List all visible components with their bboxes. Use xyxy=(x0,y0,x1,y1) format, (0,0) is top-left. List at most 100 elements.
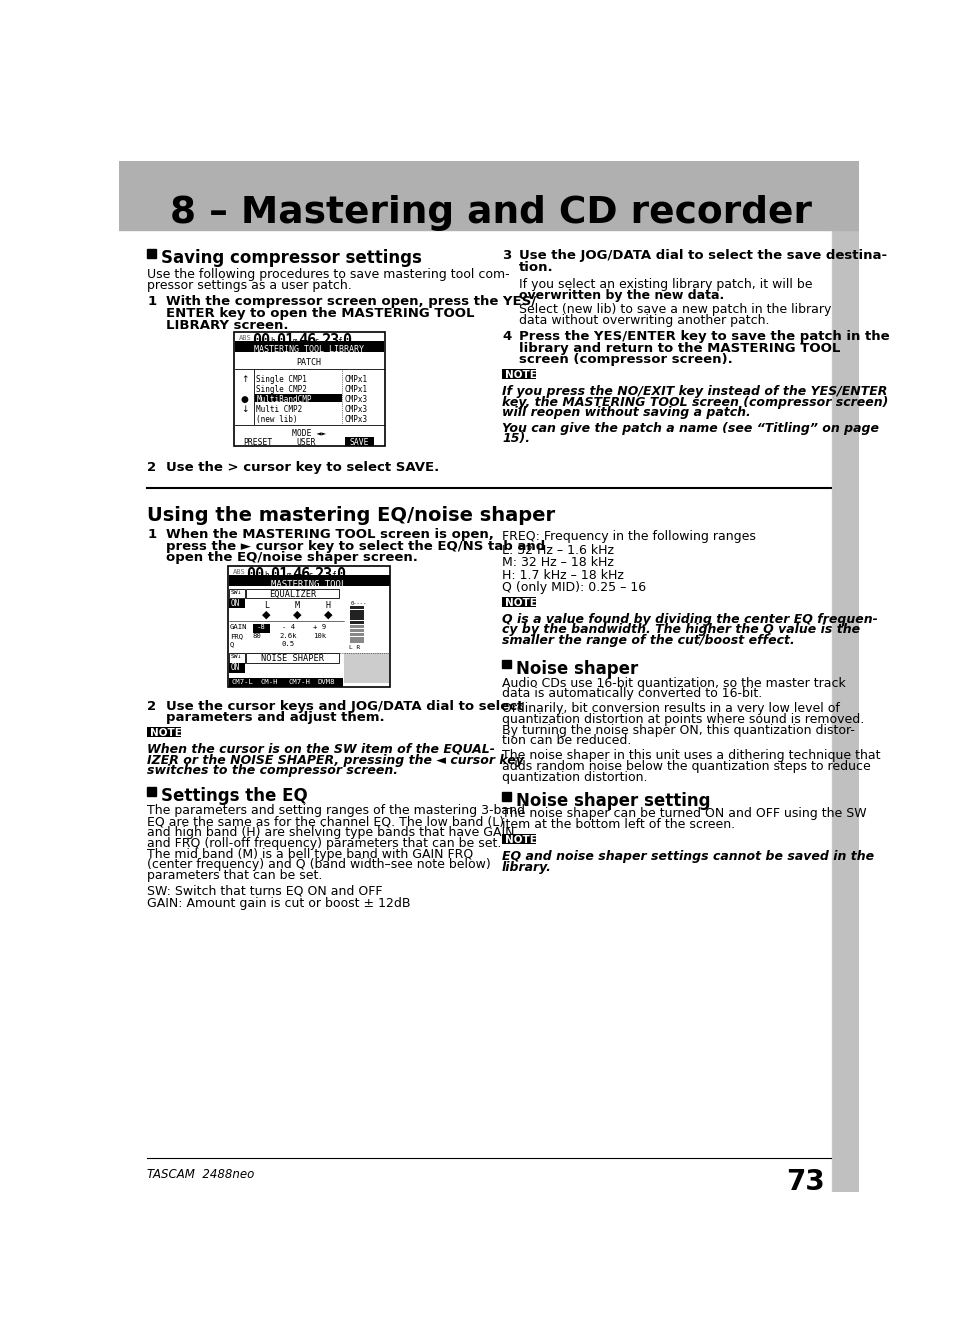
Text: ↑: ↑ xyxy=(241,375,249,384)
Text: quantization distortion at points where sound is removed.: quantization distortion at points where … xyxy=(501,712,863,726)
Text: switches to the compressor screen.: switches to the compressor screen. xyxy=(147,765,397,778)
Text: Ordinarily, bit conversion results in a very low level of: Ordinarily, bit conversion results in a … xyxy=(501,702,839,715)
Text: With the compressor screen open, press the YES/: With the compressor screen open, press t… xyxy=(166,296,536,308)
Text: CMPx1: CMPx1 xyxy=(344,384,368,394)
Bar xyxy=(246,589,339,599)
Text: will reopen without saving a patch.: will reopen without saving a patch. xyxy=(501,406,750,419)
Bar xyxy=(350,617,364,620)
Bar xyxy=(228,565,390,687)
Text: If you select an existing library patch, it will be: If you select an existing library patch,… xyxy=(518,277,812,291)
Text: screen (compressor screen).: screen (compressor screen). xyxy=(518,353,732,366)
Text: and high band (H) are shelving type bands that have GAIN: and high band (H) are shelving type band… xyxy=(147,826,514,840)
Text: 1: 1 xyxy=(147,528,156,541)
Text: SAVE: SAVE xyxy=(350,438,369,447)
Text: CM7-H: CM7-H xyxy=(289,679,311,684)
Text: Press the YES/ENTER key to save the patch in the: Press the YES/ENTER key to save the patc… xyxy=(518,331,889,343)
Bar xyxy=(501,660,510,668)
Text: ABS: ABS xyxy=(233,569,245,574)
Text: 01: 01 xyxy=(276,333,294,348)
Text: 00: 00 xyxy=(246,568,264,582)
Text: Q: Q xyxy=(230,641,234,647)
Bar xyxy=(234,341,384,352)
Text: -8: -8 xyxy=(256,624,265,631)
Text: USER: USER xyxy=(295,438,315,447)
Text: NOTE: NOTE xyxy=(505,370,537,380)
Bar xyxy=(229,664,245,672)
Text: IZER or the NOISE SHAPER, pressing the ◄ cursor key: IZER or the NOISE SHAPER, pressing the ◄… xyxy=(147,754,523,767)
Text: CMPx3: CMPx3 xyxy=(344,415,368,423)
Text: item at the bottom left of the screen.: item at the bottom left of the screen. xyxy=(501,818,735,832)
Bar xyxy=(119,161,858,230)
Text: If you press the NO/EXIT key instead of the YES/ENTER: If you press the NO/EXIT key instead of … xyxy=(501,384,886,398)
Text: CM7-L: CM7-L xyxy=(232,679,253,684)
Bar xyxy=(832,161,858,1192)
Text: Use the > cursor key to select SAVE.: Use the > cursor key to select SAVE. xyxy=(166,461,438,474)
Text: 0: 0 xyxy=(335,568,345,582)
Text: - 4: - 4 xyxy=(281,624,294,631)
Text: Using the mastering EQ/noise shaper: Using the mastering EQ/noise shaper xyxy=(147,506,555,525)
Text: ◆: ◆ xyxy=(324,609,333,620)
Bar xyxy=(229,599,245,608)
Text: tion.: tion. xyxy=(518,261,553,273)
Text: 23: 23 xyxy=(314,568,333,582)
Text: EQUALIZER: EQUALIZER xyxy=(269,589,316,599)
Text: Noise shaper: Noise shaper xyxy=(516,660,638,678)
Bar xyxy=(350,613,364,616)
Text: 1: 1 xyxy=(147,296,156,308)
Text: overwritten by the new data.: overwritten by the new data. xyxy=(518,288,723,301)
Text: smaller the range of the cut/boost effect.: smaller the range of the cut/boost effec… xyxy=(501,635,794,647)
Bar xyxy=(229,574,390,585)
Bar xyxy=(147,249,155,257)
Text: ON: ON xyxy=(231,599,240,608)
Bar xyxy=(253,624,270,633)
Text: f: f xyxy=(336,337,341,345)
Bar xyxy=(350,633,364,636)
Text: s: s xyxy=(308,572,313,580)
Text: The noise shaper can be turned ON and OFF using the SW: The noise shaper can be turned ON and OF… xyxy=(501,807,866,821)
Text: and FRQ (roll-off frequency) parameters that can be set.: and FRQ (roll-off frequency) parameters … xyxy=(147,837,501,850)
Text: H: 1.7 kHz – 18 kHz: H: 1.7 kHz – 18 kHz xyxy=(501,569,623,581)
Text: CMPx3: CMPx3 xyxy=(344,404,368,414)
Text: Q is a value found by dividing the center EQ frequen-: Q is a value found by dividing the cente… xyxy=(501,613,877,625)
Text: 46: 46 xyxy=(292,568,310,582)
Text: MultiBandCMP: MultiBandCMP xyxy=(256,395,312,404)
Text: ●: ● xyxy=(240,395,249,404)
Bar xyxy=(147,727,181,738)
Text: m: m xyxy=(286,572,291,580)
Text: pressor settings as a user patch.: pressor settings as a user patch. xyxy=(147,280,352,292)
Bar xyxy=(254,394,341,403)
Text: tion can be reduced.: tion can be reduced. xyxy=(501,734,631,747)
Text: ON: ON xyxy=(231,664,240,672)
Bar xyxy=(233,332,385,446)
Text: By turning the noise shaper ON, this quantization distor-: By turning the noise shaper ON, this qua… xyxy=(501,723,854,736)
Text: The mid band (M) is a bell type band with GAIN FRQ: The mid band (M) is a bell type band wit… xyxy=(147,848,473,861)
Text: Use the JOG/DATA dial to select the save destina-: Use the JOG/DATA dial to select the save… xyxy=(518,249,886,262)
Text: Single CMP2: Single CMP2 xyxy=(256,384,307,394)
Text: SW↓: SW↓ xyxy=(231,655,242,659)
Text: Use the following procedures to save mastering tool com-: Use the following procedures to save mas… xyxy=(147,269,509,281)
Text: Saving compressor settings: Saving compressor settings xyxy=(161,249,421,268)
Text: CMPx1: CMPx1 xyxy=(344,375,368,384)
Text: ABS: ABS xyxy=(238,335,251,340)
Bar xyxy=(344,653,389,683)
Bar xyxy=(350,605,364,609)
Text: M: 32 Hz – 18 kHz: M: 32 Hz – 18 kHz xyxy=(501,557,614,569)
Text: parameters and adjust them.: parameters and adjust them. xyxy=(166,711,384,724)
Text: 80: 80 xyxy=(253,633,261,639)
Bar xyxy=(501,834,536,845)
Text: 00: 00 xyxy=(253,333,271,348)
Bar xyxy=(831,161,858,1192)
Text: m: m xyxy=(293,337,297,345)
Text: The parameters and setting ranges of the mastering 3-band: The parameters and setting ranges of the… xyxy=(147,805,524,817)
Bar xyxy=(246,653,339,663)
Text: Select (new lib) to save a new patch in the library: Select (new lib) to save a new patch in … xyxy=(518,303,831,316)
Text: PRESET: PRESET xyxy=(243,438,273,447)
Text: 15).: 15). xyxy=(501,432,530,446)
Text: EQ and noise shaper settings cannot be saved in the: EQ and noise shaper settings cannot be s… xyxy=(501,850,873,862)
Text: s: s xyxy=(314,337,319,345)
Text: key, the MASTERING TOOL screen (compressor screen): key, the MASTERING TOOL screen (compress… xyxy=(501,395,887,408)
Text: The noise shaper in this unit uses a dithering technique that: The noise shaper in this unit uses a dit… xyxy=(501,749,880,762)
Text: (new lib): (new lib) xyxy=(256,415,297,423)
Text: parameters that can be set.: parameters that can be set. xyxy=(147,869,322,882)
Text: L: 32 Hz – 1.6 kHz: L: 32 Hz – 1.6 kHz xyxy=(501,544,614,557)
